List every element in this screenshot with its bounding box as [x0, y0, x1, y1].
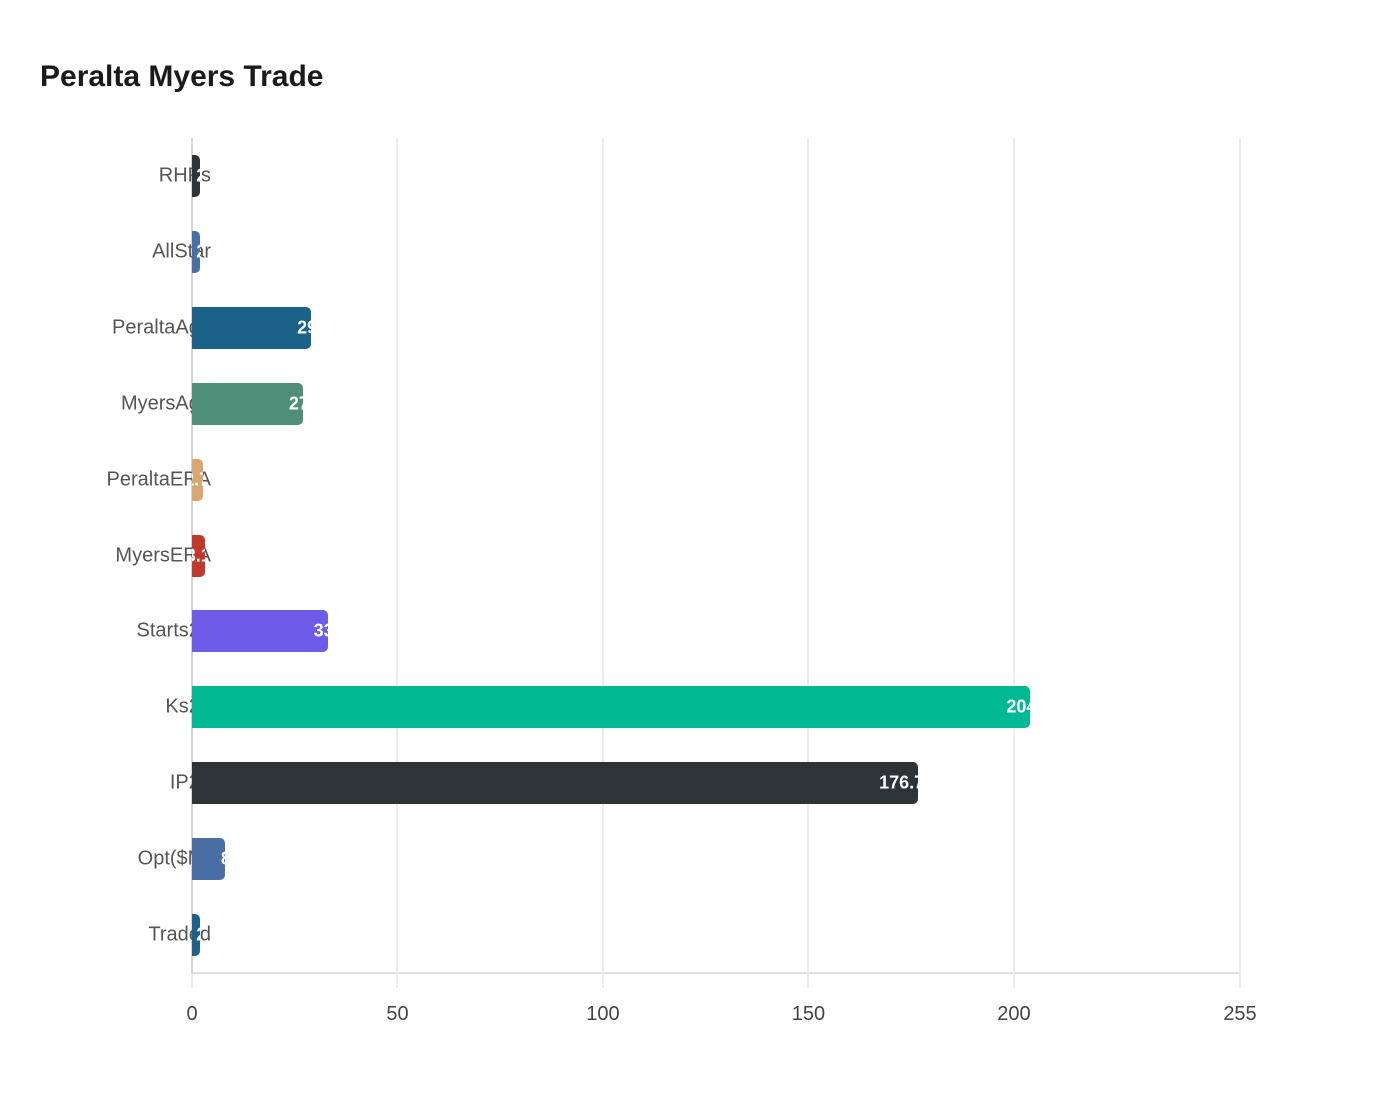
- bar-value-label: 204: [1006, 696, 1030, 717]
- y-category-label: Traded: [148, 923, 211, 946]
- bar-value-label: 2: [196, 165, 200, 186]
- bar-opt-m[interactable]: 8: [192, 838, 225, 881]
- bar-value-label: 3.1: [192, 545, 205, 565]
- x-tick-mark: [191, 974, 193, 988]
- y-category-label: AllStar: [152, 240, 211, 263]
- x-tick-label: 255: [1223, 1003, 1257, 1025]
- x-tick-mark: [396, 974, 399, 988]
- bar-rhps[interactable]: 2: [192, 154, 201, 197]
- gridline: [396, 138, 399, 973]
- bar-value-label: 29: [297, 317, 311, 338]
- plot-area: 050100150200255RHPs2AllStar2PeraltaAge29…: [107, 138, 1257, 1025]
- bar-myersera[interactable]: 3.1: [192, 534, 205, 577]
- x-tick-label: 0: [186, 1003, 198, 1025]
- chart-title: Peralta Myers Trade: [40, 60, 324, 93]
- bar-value-label: 176.7: [879, 772, 918, 793]
- y-category-label: PeraltaAge: [112, 316, 211, 339]
- x-tick-label: 200: [997, 1003, 1031, 1025]
- bar-value-label: 2: [196, 925, 200, 946]
- x-tick-label: 50: [386, 1003, 409, 1025]
- bar-value-label: 33: [313, 620, 328, 641]
- y-category-label: PeraltaERA: [106, 468, 212, 491]
- bar-traded[interactable]: 2: [192, 914, 201, 957]
- gridline: [1239, 138, 1241, 973]
- gridline: [807, 138, 810, 973]
- bar-peraltaera[interactable]: 2.7: [192, 458, 204, 501]
- bar-value-label: 8: [221, 849, 225, 870]
- y-category-label: RHPs: [158, 164, 211, 187]
- gridline: [1012, 138, 1015, 973]
- x-tick-mark: [601, 974, 604, 988]
- bar-myersage[interactable]: 27: [192, 382, 303, 425]
- x-tick-mark: [1012, 974, 1015, 988]
- bar-ks25[interactable]: 204: [192, 686, 1031, 729]
- bar-starts25[interactable]: 33: [192, 610, 328, 653]
- bar-allstar[interactable]: 2: [192, 230, 201, 273]
- x-tick-label: 100: [586, 1003, 620, 1025]
- x-axis-line: [192, 972, 1240, 974]
- y-category-label: MyersAge: [120, 392, 211, 415]
- bar-value-label: 2: [196, 241, 200, 262]
- x-tick-label: 150: [791, 1003, 826, 1025]
- bar-value-label: 2.7: [192, 469, 203, 490]
- x-tick-mark: [1239, 974, 1241, 988]
- bar-value-label: 27: [288, 393, 303, 414]
- y-category-label: MyersERA: [115, 544, 211, 566]
- x-tick-mark: [807, 974, 810, 988]
- bar-peraltaage[interactable]: 29: [192, 306, 312, 349]
- bar-ip25[interactable]: 176.7: [192, 762, 919, 805]
- gridline: [601, 138, 604, 973]
